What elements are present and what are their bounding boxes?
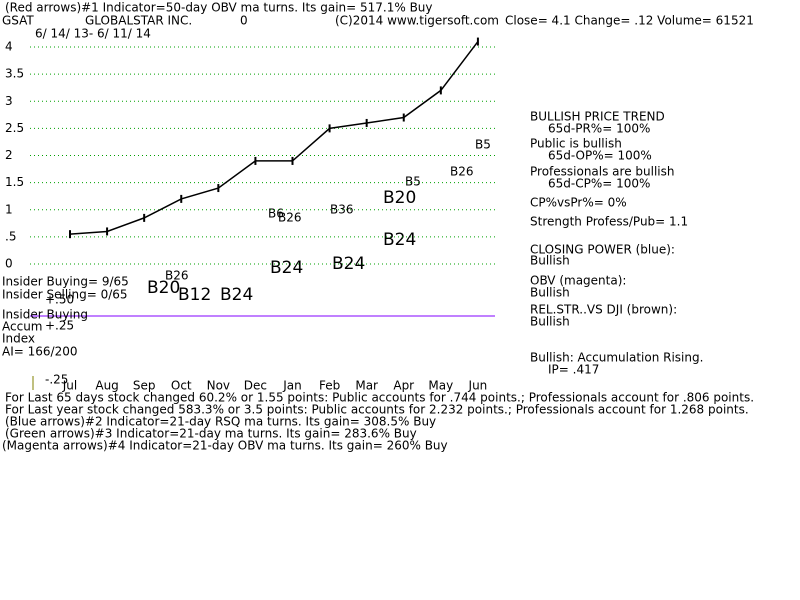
left-text: Index [2, 332, 35, 346]
x-tick-label: Aug [95, 379, 118, 393]
annotation: B24 [220, 285, 253, 305]
footer-text: (Blue arrows)#2 Indicator=21-day RSQ ma … [5, 415, 436, 429]
y-tick-label: 3 [5, 94, 13, 108]
side-text: 65d-CP%= 100% [548, 177, 650, 191]
y-tick-label: 2.5 [5, 121, 24, 135]
price-bar [365, 118, 368, 127]
annotation: B26 [450, 165, 474, 179]
annotation: B12 [178, 285, 211, 305]
left-text: Accum [2, 320, 43, 334]
price-bar [180, 194, 183, 203]
price-bar [143, 213, 146, 222]
annotation: B36 [330, 203, 354, 217]
side-text: Bullish [530, 254, 570, 268]
x-tick-label: Sep [133, 379, 156, 393]
left-text: +.25 [45, 319, 74, 333]
header-text: (C)2014 www.tigersoft.com [335, 14, 499, 28]
x-tick-label: May [428, 379, 453, 393]
side-text: Bullish [530, 315, 570, 329]
side-text: OBV (magenta): [530, 274, 626, 288]
y-tick-label: .5 [5, 229, 16, 243]
side-text: CP%vsPr%= 0% [530, 196, 627, 210]
annotation: B6 [268, 207, 284, 221]
left-text: -.25 [45, 373, 68, 387]
footer-text: For Last year stock changed 583.3% or 3.… [5, 403, 749, 417]
side-text: 65d-OP%= 100% [548, 149, 652, 163]
price-bar [328, 124, 331, 133]
side-text: BULLISH PRICE TREND [530, 110, 665, 124]
x-tick-label: Feb [319, 379, 340, 393]
side-text: Bullish [530, 286, 570, 300]
header-text: 0 [240, 14, 248, 28]
annotation: B26 [165, 269, 189, 283]
left-text: Insider Buying [2, 308, 88, 322]
annotation: B5 [405, 175, 421, 189]
side-text: REL.STR..VS DJI (brown): [530, 303, 677, 317]
left-text: Insider Buying= 9/65 [2, 275, 129, 289]
y-tick-label: 2 [5, 148, 13, 162]
left-text: +.50 [45, 293, 74, 307]
side-text: IP= .417 [548, 363, 599, 377]
price-bar [254, 156, 257, 165]
price-bar [402, 113, 405, 122]
price-bar [69, 230, 71, 239]
side-text: Strength Profess/Pub= 1.1 [530, 215, 688, 229]
price-bar [106, 227, 109, 236]
header-text: 6/ 14/ 13- 6/ 11/ 14 [35, 27, 151, 41]
x-tick-label: Oct [171, 379, 192, 393]
y-tick-label: 1.5 [5, 175, 24, 189]
side-text: Professionals are bullish [530, 165, 675, 179]
x-tick-label: Jun [468, 379, 488, 393]
y-tick-label: 4 [5, 40, 13, 54]
annotation: B24 [332, 254, 365, 274]
x-tick-label: Jul [62, 379, 77, 393]
footer-text: (Magenta arrows)#4 Indicator=21-day OBV … [2, 439, 448, 453]
annotation: B20 [147, 278, 180, 298]
x-tick-label: Mar [355, 379, 378, 393]
left-text: AI= 166/200 [2, 345, 77, 359]
y-tick-label: 3.5 [5, 67, 24, 81]
x-tick-label: Nov [207, 379, 230, 393]
x-tick-label: Dec [244, 379, 267, 393]
annotation: B26 [278, 211, 302, 225]
price-bar [476, 37, 479, 46]
x-tick-label: Jan [282, 379, 302, 393]
footer-text: (Green arrows)#3 Indicator=21-day ma tur… [5, 427, 417, 441]
header-text: GLOBALSTAR INC. [85, 14, 192, 28]
price-bar [217, 184, 220, 193]
price-bar [439, 86, 442, 95]
header-text: GSAT [2, 14, 34, 28]
side-text: 65d-PR%= 100% [548, 122, 650, 136]
left-text: Insider Selling= 0/65 [2, 288, 128, 302]
x-tick-label: Apr [393, 379, 414, 393]
annotation: B20 [383, 188, 416, 208]
footer-text: For Last 65 days stock changed 60.2% or … [5, 391, 754, 405]
price-line [69, 41, 479, 235]
annotation: B24 [383, 230, 416, 250]
side-text: CLOSING POWER (blue): [530, 243, 675, 257]
annotation: B5 [475, 138, 491, 152]
price-bar [291, 156, 294, 165]
y-tick-label: 0 [5, 257, 13, 271]
header-text: Close= 4.1 Change= .12 Volume= 61521 [505, 14, 754, 28]
side-text: Public is bullish [530, 137, 622, 151]
side-text: Bullish: Accumulation Rising. [530, 351, 703, 365]
y-tick-label: 1 [5, 202, 13, 216]
annotation: B24 [270, 258, 303, 278]
header-text: (Red arrows)#1 Indicator=50-day OBV ma t… [5, 1, 433, 15]
